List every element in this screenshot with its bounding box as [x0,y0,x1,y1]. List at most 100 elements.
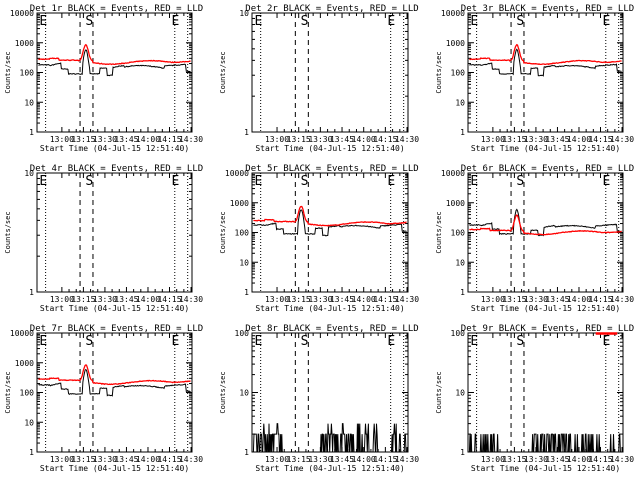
event-marker-S: S [85,334,93,349]
x-tick-label: 14:30 [179,455,203,464]
chart-panel-9: Det 9r BLACK = Events, RED = LLD 1 10 100 Co… [435,324,634,473]
x-axis-label: Start Time (04-Jul-15 12:51:40) [255,464,404,473]
x-tick-label: 13:15 [71,295,95,304]
x-tick-label: 14:15 [373,135,397,144]
x-axis-label: Start Time (04-Jul-15 12:51:40) [471,464,620,473]
x-tick-label: 14:15 [588,295,612,304]
event-marker-E: E [171,334,179,349]
x-axis-label: Start Time (04-Jul-15 12:51:40) [471,304,620,313]
event-marker-E: E [39,174,47,189]
event-marker-S: S [85,174,93,189]
x-tick-label: 13:00 [265,295,289,304]
y-tick-label: 1 [29,288,34,297]
x-tick-label: 14:00 [136,135,160,144]
x-tick-label: 14:15 [373,295,397,304]
event-marker-E: E [171,14,179,29]
chart-title: Det 1r BLACK = Events, RED = LLD [30,4,203,14]
chart-panel-8: Det 8r BLACK = Events, RED = LLD 1 10 100 Co… [219,324,419,473]
event-marker-E: E [602,14,610,29]
y-tick-label: 10000 [10,329,34,338]
event-marker-S: S [516,334,524,349]
y-tick-label: 100 [20,69,35,78]
x-tick-label: 14:00 [567,455,591,464]
y-tick-label: 10 [239,258,249,267]
x-tick-label: 13:30 [93,135,117,144]
y-tick-label: 10000 [441,9,465,18]
chart-panel-1: Det 1r BLACK = Events, RED = LLD 1 10 100 10… [4,4,203,153]
chart-title: Det 3r BLACK = Events, RED = LLD [461,4,634,14]
event-marker-E: E [39,14,47,29]
x-tick-label: 13:00 [50,455,74,464]
event-marker-E: E [470,174,478,189]
event-marker-E: E [470,14,478,29]
y-tick-label: 10000 [10,9,34,18]
x-tick-label: 13:30 [308,295,332,304]
y-tick-label: 10 [455,98,465,107]
y-tick-label: 1 [29,128,34,137]
x-axis-label: Start Time (04-Jul-15 12:51:40) [40,304,189,313]
x-tick-label: 14:30 [179,295,203,304]
plot-frame [467,332,624,453]
y-tick-label: 1000 [15,359,34,368]
x-tick-label: 13:15 [502,455,526,464]
x-tick-label: 13:45 [114,455,138,464]
y-tick-label: 1000 [446,199,465,208]
lld-series-line [253,205,407,227]
x-tick-label: 13:45 [330,295,354,304]
event-marker-E: E [387,14,395,29]
x-tick-label: 13:45 [330,135,354,144]
chart-title: Det 6r BLACK = Events, RED = LLD [461,164,634,174]
x-axis-label: Start Time (04-Jul-15 12:51:40) [40,464,189,473]
x-tick-label: 13:30 [524,135,548,144]
event-marker-S: S [301,334,309,349]
y-tick-label: 100 [235,229,250,238]
chart-title: Det 4r BLACK = Events, RED = LLD [30,164,203,174]
event-marker-E: E [470,334,478,349]
x-tick-label: 13:15 [71,455,95,464]
chart-panel-4: Det 4r BLACK = Events, RED = LLD 1 10 Count… [4,164,203,313]
y-axis-label: Counts/sec [435,371,443,413]
y-tick-label: 100 [20,389,35,398]
x-tick-label: 13:15 [287,295,311,304]
event-marker-S: S [516,174,524,189]
y-axis-label: Counts/sec [219,371,227,413]
event-marker-E: E [254,174,262,189]
y-tick-label: 10 [455,258,465,267]
plot-frame [251,12,409,133]
chart-panel-5: Det 5r BLACK = Events, RED = LLD 1 10 100 10… [219,164,419,313]
x-tick-label: 13:30 [93,455,117,464]
event-marker-E: E [387,334,395,349]
plot-frame [251,172,409,293]
y-tick-label: 1000 [446,39,465,48]
x-tick-label: 14:15 [588,455,612,464]
y-axis-label: Counts/sec [219,51,227,93]
x-tick-label: 14:15 [157,455,181,464]
event-marker-E: E [254,14,262,29]
y-axis-label: Counts/sec [4,371,12,413]
x-tick-label: 13:00 [481,295,505,304]
x-tick-label: 13:15 [287,135,311,144]
chart-title: Det 8r BLACK = Events, RED = LLD [245,324,418,334]
x-tick-label: 14:30 [395,295,419,304]
x-tick-label: 14:15 [588,135,612,144]
y-tick-label: 10 [24,418,34,427]
x-tick-label: 14:00 [567,295,591,304]
x-tick-label: 14:30 [610,295,634,304]
x-tick-label: 14:30 [395,135,419,144]
plot-frame [467,12,624,133]
chart-panel-3: Det 3r BLACK = Events, RED = LLD 1 10 100 10… [435,4,634,153]
y-axis-label: Counts/sec [4,51,12,93]
x-tick-label: 13:00 [481,455,505,464]
lld-series-line [469,43,622,66]
events-series-line [469,48,622,77]
y-tick-label: 10 [239,9,249,18]
chart-title: Det 9r BLACK = Events, RED = LLD [461,324,634,334]
x-axis-label: Start Time (04-Jul-15 12:51:40) [255,144,404,153]
chart-panel-7: Det 7r BLACK = Events, RED = LLD 1 10 100 10… [4,324,203,473]
y-tick-label: 10000 [225,169,249,178]
lld-series-line [38,43,191,66]
y-tick-label: 1000 [15,39,34,48]
event-marker-S: S [85,14,93,29]
